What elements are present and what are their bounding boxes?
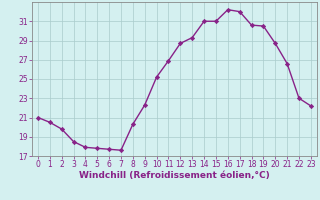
- X-axis label: Windchill (Refroidissement éolien,°C): Windchill (Refroidissement éolien,°C): [79, 171, 270, 180]
